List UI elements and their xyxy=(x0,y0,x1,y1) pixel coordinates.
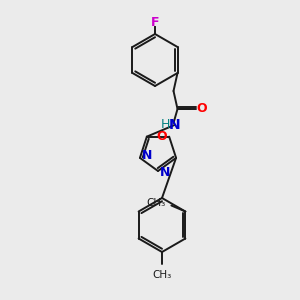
Text: N: N xyxy=(160,167,170,179)
Text: H: H xyxy=(161,118,170,131)
Text: CH₃: CH₃ xyxy=(152,270,172,280)
Text: O: O xyxy=(157,130,167,143)
Text: N: N xyxy=(142,149,152,162)
Text: O: O xyxy=(196,103,207,116)
Text: N: N xyxy=(169,118,180,132)
Text: CH₃: CH₃ xyxy=(146,199,165,208)
Text: F: F xyxy=(151,16,159,28)
